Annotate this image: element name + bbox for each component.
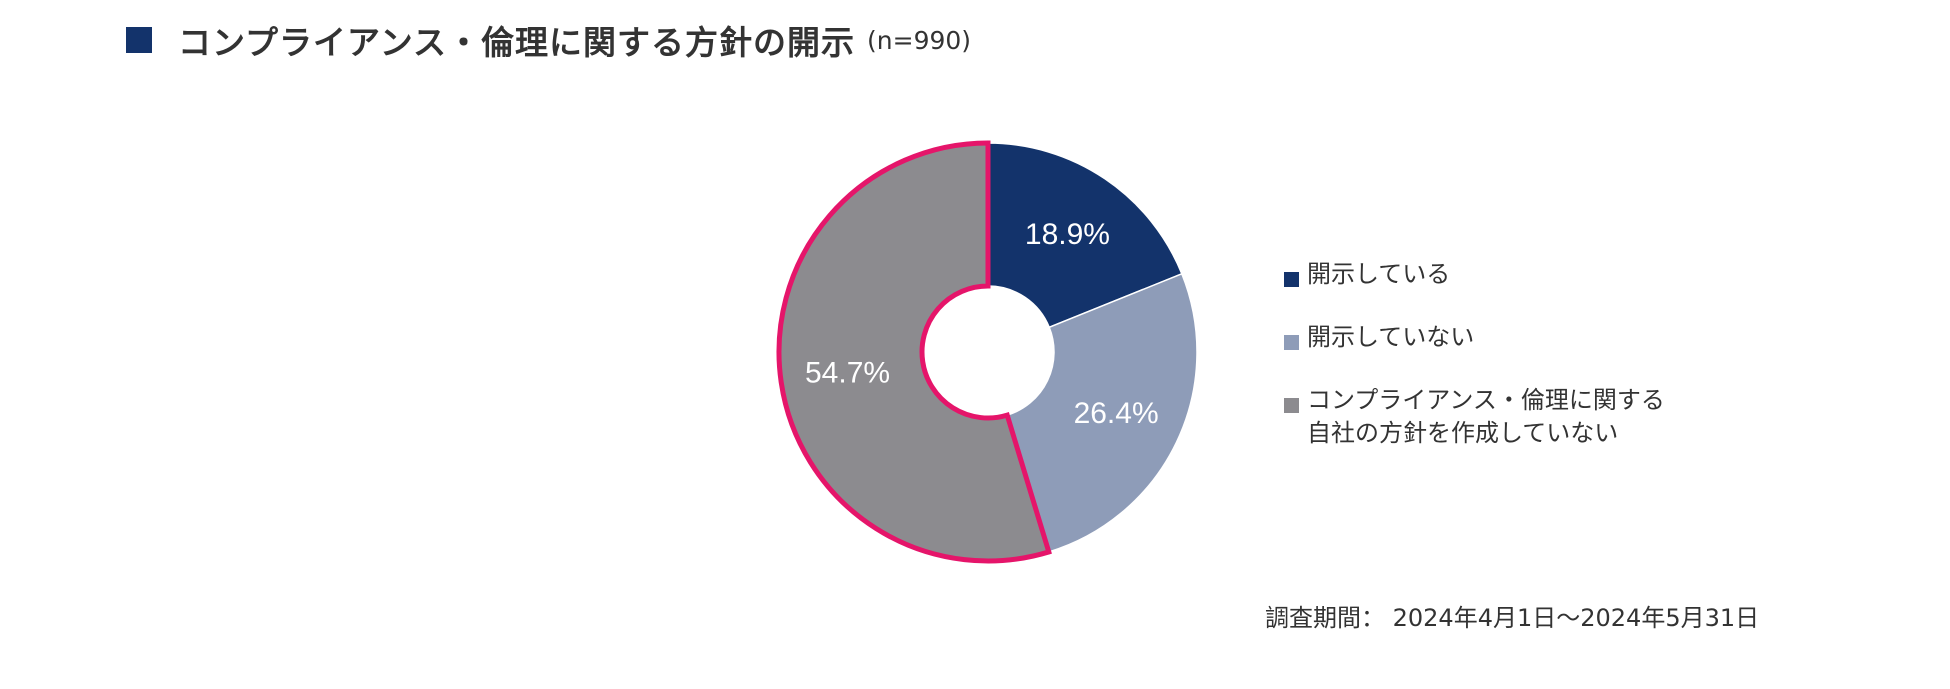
sample-size: (n=990) [867,25,972,55]
pie-slice-2 [1006,272,1198,553]
legend-label-2: 開示していない [1307,323,1475,351]
slice-value-label-3: 54.7% [805,356,890,389]
pie-slice-3-highlight-outline [776,140,1052,564]
survey-period: 調査期間： 2024年4月1日〜2024年5月31日 [1265,604,1760,632]
legend-label-1: 開示している [1307,260,1451,288]
legend-swatch-1 [1284,272,1299,287]
chart-title: コンプライアンス・倫理に関する方針の開示 [178,23,856,62]
chart-title-row: コンプライアンス・倫理に関する方針の開示 (n=990) [126,12,971,68]
chart-legend: 開示している 開示していないコンプライアンス・倫理に関する 自社の方針を作成してい… [1284,258,1665,480]
pie-slice-1 [987,142,1183,329]
legend-swatch-2 [1284,335,1299,350]
legend-item-1: 開示している [1284,258,1665,291]
legend-item-3: コンプライアンス・倫理に関する 自社の方針を作成していない [1284,384,1665,450]
legend-item-2: 開示していない [1284,321,1665,354]
slice-value-label-1: 18.9% [1025,218,1110,251]
slice-value-label-2: 26.4% [1074,397,1159,430]
legend-label-3: コンプライアンス・倫理に関する 自社の方針を作成していない [1307,386,1665,447]
title-square-icon [126,27,152,53]
legend-swatch-3 [1284,398,1299,413]
